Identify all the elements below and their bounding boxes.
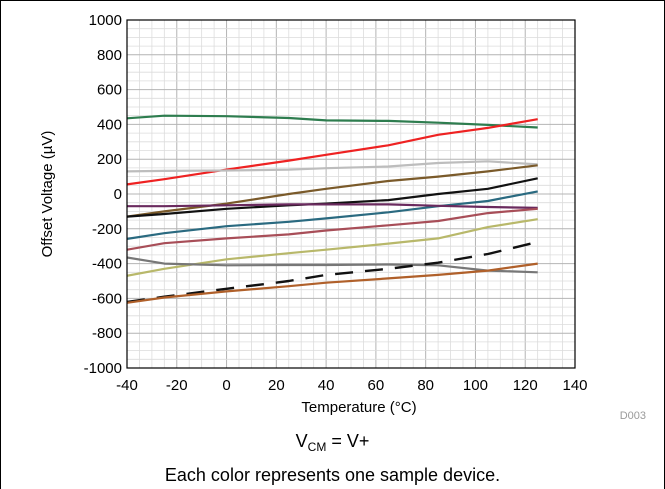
x-tick-label: -40: [116, 377, 138, 394]
y-tick-label: -200: [92, 221, 122, 238]
x-tick-label: 0: [222, 377, 230, 394]
offset-voltage-chart: -40 -20 0 20 40 60 80 100 120 1401000800600400200…: [39, 12, 646, 422]
y-tick-label: -400: [92, 256, 122, 273]
y-tick-label: -800: [92, 325, 122, 342]
x-tick-label: 60: [368, 377, 385, 394]
data-series-line-1: [126, 114, 538, 129]
data-series-line-6: [126, 190, 538, 240]
y-tick-label: 200: [97, 151, 122, 168]
plot-area-border: [126, 19, 576, 369]
x-tick-label: 100: [463, 377, 488, 394]
condition-subscript: CM: [307, 440, 327, 454]
data-series-line-7: [127, 203, 538, 209]
condition-rest: = V+: [326, 431, 370, 451]
chart-grid: [126, 19, 576, 369]
y-tick-label: 0: [114, 186, 122, 203]
y-tick-label: 1000: [89, 12, 122, 29]
figure-id: D003: [620, 410, 646, 422]
x-tick-label: 120: [513, 377, 538, 394]
data-series-line-3: [126, 160, 538, 173]
x-tick-label: 140: [562, 377, 587, 394]
x-tick-label: 40: [318, 377, 335, 394]
y-tick-label: -600: [92, 290, 122, 307]
x-tick-label: 20: [268, 377, 285, 394]
y-tick-label: 400: [97, 116, 122, 133]
x-axis-label: Temperature (°C): [301, 399, 416, 416]
y-tick-label: 600: [97, 82, 122, 99]
y-tick-label: -1000: [84, 360, 122, 377]
data-series-line-8: [126, 207, 538, 251]
chart-tick-labels: -40 -20 0 20 40 60 80 100 120 1401000800600400200…: [84, 12, 588, 394]
y-axis-label: Offset Voltage (µV): [39, 131, 56, 258]
data-series-line-4: [126, 164, 538, 218]
condition-v: V: [295, 431, 308, 451]
data-series-line-5: [126, 177, 538, 218]
data-series-line-10: [126, 256, 538, 274]
data-series-line-9: [126, 218, 538, 277]
data-series-line-11: [126, 240, 538, 304]
condition-caption: VCM = V+: [0, 430, 665, 458]
y-tick-label: 800: [97, 47, 122, 64]
chart-series: [126, 114, 538, 304]
data-series-line-2: [126, 118, 538, 186]
data-series-line-12: [126, 262, 538, 304]
x-tick-label: -20: [166, 377, 188, 394]
x-tick-label: 80: [417, 377, 434, 394]
sample-note: Each color represents one sample device.: [164, 465, 501, 485]
